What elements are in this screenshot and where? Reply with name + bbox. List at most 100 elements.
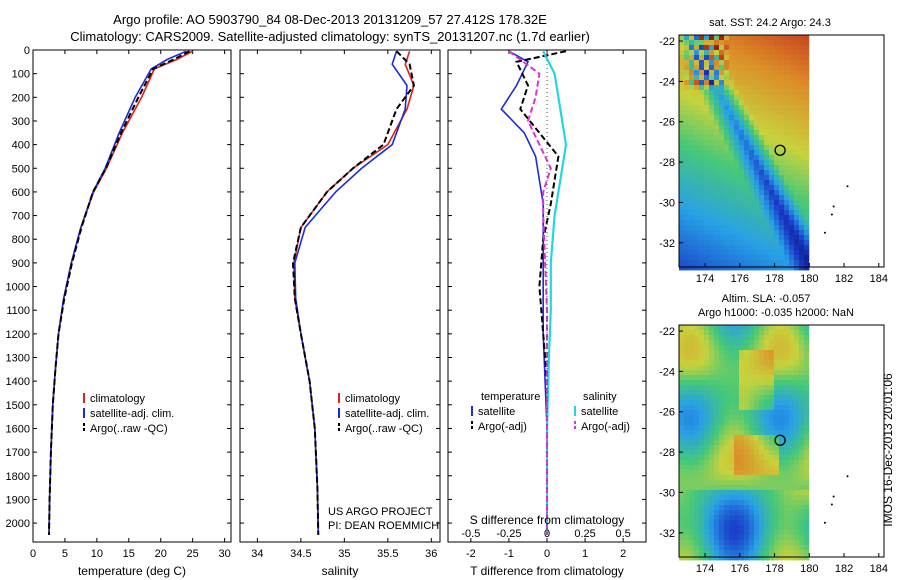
- difference-xtick-label: 1: [582, 548, 588, 560]
- depth-tick-label: 300: [12, 116, 30, 128]
- salinity-xtick-label: 34: [251, 548, 263, 560]
- difference-xlabel-top: S difference from climatology: [470, 513, 625, 527]
- sst_map-island: [846, 185, 849, 188]
- sla_map-land-mask: [809, 325, 884, 557]
- salinity-xtick-label: 35: [338, 548, 350, 560]
- sla_map-xtick-label: 184: [870, 563, 888, 575]
- temperature-xtick-label: 25: [187, 548, 199, 560]
- temperature-xtick-label: 0: [30, 548, 36, 560]
- depth-tick-label: 400: [12, 140, 30, 152]
- sla_map-xtick-label: 178: [765, 563, 783, 575]
- difference-xtick-label: -2: [466, 548, 476, 560]
- depth-tick-label: 800: [12, 234, 30, 246]
- sla_map-xtick-label: 182: [835, 563, 853, 575]
- depth-tick-label: 500: [12, 163, 30, 175]
- difference-xlabel: T difference from climatology: [470, 564, 624, 578]
- sst_map-xtick-label: 180: [800, 273, 818, 285]
- sst_map-xtick-label: 178: [765, 273, 783, 285]
- temperature-xtick-label: 15: [123, 548, 135, 560]
- salinity-legend-label: Argo(..raw -QC): [345, 423, 423, 435]
- salinity-diff-tick-label: -0.5: [461, 528, 480, 540]
- sst-map-panel: 174 176 178 180 182 184 -22 -24 -26 -28 -30 -32 sat.…: [659, 17, 888, 285]
- sst-map-title: sat. SST: 24.2 Argo: 24.3: [709, 17, 831, 29]
- difference-legend-label: Argo(-adj): [581, 421, 630, 433]
- sla_map-island: [830, 503, 833, 506]
- sla_map-island: [832, 495, 835, 498]
- temperature-xlabel: temperature (deg C): [78, 564, 186, 578]
- sla_map-ytick-label: -24: [659, 366, 675, 378]
- legend-salinity-title: salinity: [583, 391, 617, 403]
- sst_map-ytick-label: -30: [659, 197, 675, 209]
- difference-legend-label: satellite: [478, 406, 515, 418]
- salinity-diff-tick-label: 0.25: [574, 528, 595, 540]
- difference-series-temperature-argo-adj: [515, 50, 567, 535]
- sst_map-argo-location-marker: [774, 144, 786, 156]
- sla_map-ytick-label: -28: [659, 447, 675, 459]
- sst_map-ytick-label: -32: [659, 238, 675, 250]
- sst_map-ytick-label: -24: [659, 76, 675, 88]
- sst_map-ytick-label: -28: [659, 157, 675, 169]
- sla_map-xtick-label: 180: [800, 563, 818, 575]
- temperature-plot-area: [32, 49, 232, 543]
- depth-tick-label: 1000: [6, 282, 30, 294]
- salinity-series-argo-raw-qc: [291, 50, 415, 535]
- salinity-diff-tick-label: 0.5: [616, 528, 631, 540]
- salinity-panel: 34 34.5 35 35.5 36 salinity climatology satelli…: [239, 49, 441, 578]
- depth-tick-label: 1300: [6, 353, 30, 365]
- credit-line2: PI: DEAN ROEMMICH: [328, 520, 439, 532]
- salinity-xtick-label: 35.5: [377, 548, 398, 560]
- figure-title-line1: Argo profile: AO 5903790_84 08-Dec-2013 …: [113, 12, 547, 27]
- salinity-xtick-label: 36: [425, 548, 437, 560]
- temperature-panel: 0 5 10 15 20 25 300100200300400500600700800900…: [6, 45, 232, 578]
- depth-tick-label: 1200: [6, 329, 30, 341]
- sla_map-xtick-label: 176: [731, 563, 749, 575]
- sla_map-ytick-label: -32: [659, 528, 675, 540]
- sla_map-ytick-label: -22: [659, 326, 675, 338]
- sst_map-frame: [678, 34, 885, 268]
- difference-panel: -2 -1 0 1 2 T difference from climatology -0.5…: [447, 49, 647, 578]
- imos-timestamp: IMOS 16-Dec-2013 20:01:06: [879, 340, 897, 560]
- sla-map-panel: 174 176 178 180 182 184 -22 -24 -26 -28 -30 -32 Alti…: [659, 293, 888, 575]
- difference-xtick-label: 2: [620, 548, 626, 560]
- difference-series-salinity-argo-adj: [508, 50, 552, 535]
- depth-tick-label: 1600: [6, 423, 30, 435]
- sla-map-title-line1: Altim. SLA: -0.057: [722, 293, 811, 305]
- temperature-xtick-label: 10: [91, 548, 103, 560]
- sla_map-ytick-label: -26: [659, 407, 675, 419]
- sst_map-island: [823, 231, 826, 234]
- temperature-legend-label: satellite-adj. clim.: [90, 408, 174, 420]
- depth-tick-label: 900: [12, 258, 30, 270]
- temperature-legend-label: Argo(..raw -QC): [90, 423, 168, 435]
- difference-xtick-label: 0: [544, 548, 550, 560]
- legend-temperature-title: temperature: [481, 391, 540, 403]
- depth-tick-label: 1700: [6, 447, 30, 459]
- salinity-legend-label: climatology: [345, 393, 401, 405]
- sla_map-field: [679, 325, 810, 561]
- salinity-series-satellite-adj-clim: [293, 50, 408, 535]
- sst_map-land-mask: [809, 35, 884, 267]
- temperature-xtick-label: 20: [155, 548, 167, 560]
- depth-tick-label: 0: [24, 45, 30, 57]
- depth-tick-label: 1500: [6, 400, 30, 412]
- difference-xtick-label: -1: [504, 548, 514, 560]
- figure-title-line2: Climatology: CARS2009. Satellite-adjuste…: [70, 29, 590, 44]
- salinity-plot-area: [239, 49, 441, 543]
- salinity-xlabel: salinity: [322, 564, 359, 578]
- sla_map-argo-location-marker: [774, 434, 786, 446]
- sla_map-island: [823, 521, 826, 524]
- depth-tick-label: 700: [12, 211, 30, 223]
- sst_map-xtick-label: 176: [731, 273, 749, 285]
- depth-tick-label: 1100: [6, 305, 30, 317]
- temperature-series-argo-raw-qc: [48, 50, 190, 535]
- credit-line1: US ARGO PROJECT: [328, 506, 433, 518]
- sla_map-frame: [678, 324, 885, 558]
- sst_map-xtick-label: 174: [696, 273, 714, 285]
- depth-tick-label: 1900: [6, 494, 30, 506]
- depth-tick-label: 1800: [6, 471, 30, 483]
- temperature-legend-label: climatology: [90, 393, 146, 405]
- sst_map-ytick-label: -26: [659, 117, 675, 129]
- sst_map-island: [832, 205, 835, 208]
- sst_map-xtick-label: 184: [870, 273, 888, 285]
- depth-tick-label: 100: [12, 69, 30, 81]
